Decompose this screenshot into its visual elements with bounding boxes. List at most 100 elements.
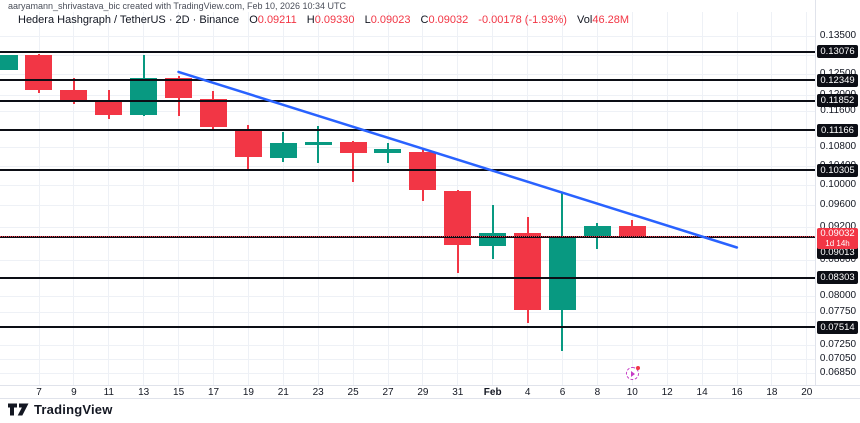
grid-hline (0, 36, 815, 37)
horizontal-level-line[interactable] (0, 169, 815, 172)
current-price-line (0, 235, 815, 237)
event-alert-dot (636, 366, 641, 370)
candle-down (60, 90, 88, 101)
time-axis-label: 19 (242, 387, 254, 398)
price-axis-label: 0.06850 (819, 367, 857, 378)
candle-down (95, 101, 123, 115)
grid-vline (701, 12, 703, 385)
price-axis-label: 0.09600 (819, 199, 857, 211)
grid-vline (108, 12, 110, 385)
candle-up (0, 54, 18, 70)
time-axis-label: 7 (36, 387, 42, 398)
price-level-badge: 0.12349 (817, 73, 858, 87)
trendline-drawing[interactable] (0, 12, 815, 385)
grid-hline (0, 94, 815, 96)
candle-up (479, 232, 507, 247)
price-level-badge: 0.11166 (817, 123, 858, 137)
high-label: H (306, 14, 315, 26)
low-label: L (364, 14, 371, 26)
open-label: O (249, 14, 258, 26)
time-axis-label: 14 (696, 387, 708, 398)
attribution-text: aaryamann_shrivastava_bic created with T… (8, 1, 347, 11)
candle-up (269, 143, 297, 158)
time-axis-label: 9 (71, 387, 77, 398)
candle-down (514, 232, 541, 311)
time-axis-label: 23 (312, 387, 324, 398)
time-axis[interactable]: 7 9 11 13 15 17 19 21 23 25 27 29 31 Feb 4 6 8 10 12 14 16 18… (0, 385, 860, 399)
price-axis-label: 0.07250 (819, 338, 857, 350)
grid-vline (282, 12, 284, 385)
grid-hline (0, 205, 815, 207)
volume-value: 46.28M (592, 14, 630, 26)
grid-vline (143, 12, 145, 385)
time-axis-label: 21 (277, 387, 289, 398)
price-axis-label: 0.11600 (820, 105, 856, 117)
symbol-title[interactable]: Hedera Hashgraph / TetherUS · 2D · Binan… (18, 14, 240, 26)
horizontal-level-line[interactable] (0, 79, 815, 82)
grid-vline (178, 12, 180, 385)
time-axis-label: 13 (138, 387, 150, 398)
tradingview-logo-icon[interactable] (8, 403, 29, 416)
high-value: 0.09330 (314, 14, 355, 26)
candle-up (130, 77, 158, 115)
low-value: 0.09023 (370, 14, 411, 26)
tradingview-logo-text[interactable]: TradingView (34, 402, 113, 417)
price-level-badge: 0.11852 (817, 94, 858, 108)
price-axis-label: 0.12500 (816, 68, 860, 80)
candle-up (374, 149, 402, 153)
grid-hline (0, 260, 815, 261)
candle-up (304, 142, 332, 145)
grid-hline (0, 226, 815, 228)
close-value: 0.09032 (428, 14, 469, 26)
price-axis-label: 0.08600 (819, 254, 857, 265)
price-level-badge: 0.08303 (817, 271, 858, 284)
horizontal-level-line[interactable] (0, 129, 815, 132)
price-level-badge: 0.10305 (817, 163, 858, 177)
current-price-badge: 0.09032 1d 14h (817, 227, 858, 249)
horizontal-level-line[interactable] (0, 99, 815, 102)
grid-vline (527, 12, 529, 385)
price-axis-label: 0.10000 (819, 179, 857, 191)
price-axis-label: 0.07750 (819, 305, 857, 317)
time-axis-label: 6 (559, 387, 566, 398)
time-axis-label: 29 (417, 387, 429, 398)
grid-hline (0, 74, 815, 76)
event-icon[interactable] (626, 366, 641, 380)
grid-hline (0, 165, 815, 167)
open-value: 0.09211 (257, 14, 297, 26)
time-axis-label: 31 (452, 387, 464, 398)
volume-label: Vol (577, 14, 593, 26)
chart-pane[interactable]: Hedera Hashgraph / TetherUS · 2D · Binan… (0, 12, 815, 385)
grid-vline (387, 12, 389, 385)
horizontal-level-line[interactable] (0, 326, 815, 329)
grid-hline (0, 358, 815, 360)
footer: TradingView (8, 402, 113, 417)
grid-vline (73, 12, 75, 385)
time-axis-label: 15 (173, 387, 185, 398)
price-axis[interactable]: 0.135000.130000.125000.120000.116000.108… (815, 0, 860, 397)
time-axis-label: 4 (524, 387, 531, 398)
symbol-legend: Hedera Hashgraph / TetherUS · 2D · Binan… (18, 14, 629, 26)
candle-down (199, 98, 227, 127)
time-axis-label: 27 (382, 387, 394, 398)
price-level-badge: 0.09013 (817, 246, 858, 259)
candle-wick (386, 143, 389, 163)
time-axis-label: 12 (661, 387, 673, 398)
grid-hline (0, 146, 815, 148)
time-axis-label: 8 (594, 387, 601, 398)
time-axis-label: 16 (731, 387, 743, 398)
countdown-timer: 1d 14h (825, 238, 850, 248)
grid-vline (736, 12, 738, 385)
price-axis-label: 0.13500 (819, 30, 857, 41)
horizontal-level-line[interactable] (0, 276, 815, 279)
time-axis-label: 10 (626, 387, 638, 398)
horizontal-level-line[interactable] (0, 50, 815, 53)
candle-down (339, 142, 367, 153)
grid-hline (0, 295, 815, 297)
change-value: -0.00178 (-1.93%) (478, 14, 567, 26)
current-price-value: 0.09032 (820, 227, 855, 239)
candle-up (548, 236, 576, 311)
event-arrow-icon (630, 370, 635, 377)
price-axis-label: 0.09200 (819, 220, 857, 232)
grid-hline (0, 373, 815, 374)
